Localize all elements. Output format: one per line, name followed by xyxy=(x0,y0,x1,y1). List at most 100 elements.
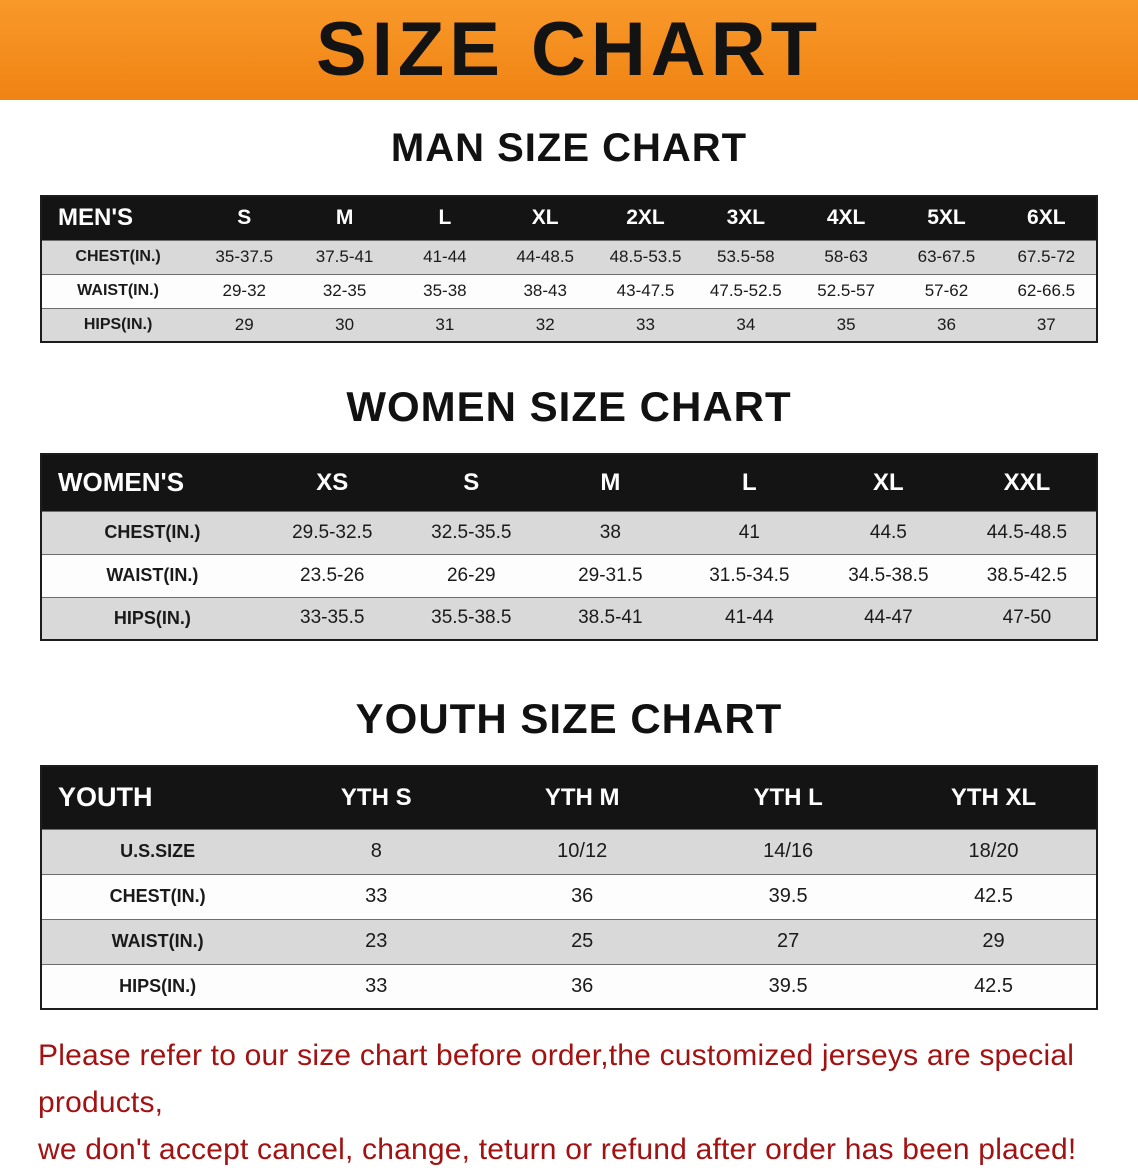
column-header: S xyxy=(401,454,541,511)
table-cell: 34 xyxy=(695,307,796,342)
table-cell: 38.5-41 xyxy=(540,596,680,640)
table-cell: 36 xyxy=(479,873,686,919)
women-size-table: WOMEN'S XS S M L XL XXL CHEST(IN.) 29.5-32.5 32.5… xyxy=(40,453,1098,641)
table-cell: 57-62 xyxy=(896,273,997,308)
section-women: WOMEN SIZE CHART WOMEN'S XS S M L XL XXL CHEST(… xyxy=(0,383,1138,641)
table-cell: 33 xyxy=(273,873,480,919)
table-cell: 18/20 xyxy=(891,828,1097,874)
row-label: WAIST(IN.) xyxy=(41,918,274,964)
table-row: HIPS(IN.) 29 30 31 32 33 34 35 36 37 xyxy=(41,307,1097,342)
men-size-table: MEN'S S M L XL 2XL 3XL 4XL 5XL 6XL CHEST(IN.) 35-37… xyxy=(40,195,1098,343)
column-header: XS xyxy=(262,454,402,511)
table-cell: 44.5-48.5 xyxy=(957,510,1097,554)
table-cell: 67.5-72 xyxy=(996,239,1097,274)
table-cell: 47-50 xyxy=(957,596,1097,640)
table-cell: 36 xyxy=(479,963,686,1009)
youth-size-table-container: YOUTH YTH S YTH M YTH L YTH XL U.S.SIZE 8 10/12… xyxy=(40,765,1098,1010)
table-cell: 38.5-42.5 xyxy=(957,553,1097,597)
table-cell: 31.5-34.5 xyxy=(679,553,819,597)
column-header: YTH XL xyxy=(891,766,1097,829)
table-cell: 42.5 xyxy=(891,963,1097,1009)
column-header: 6XL xyxy=(996,196,1097,240)
column-header: 2XL xyxy=(595,196,696,240)
youth-table-header-label: YOUTH xyxy=(41,766,274,829)
table-cell: 26-29 xyxy=(401,553,541,597)
table-cell: 47.5-52.5 xyxy=(695,273,796,308)
table-cell: 44-48.5 xyxy=(495,239,596,274)
table-cell: 44-47 xyxy=(818,596,958,640)
table-cell: 30 xyxy=(294,307,395,342)
table-row: HIPS(IN.) 33 36 39.5 42.5 xyxy=(41,963,1097,1009)
women-size-table-container: WOMEN'S XS S M L XL XXL CHEST(IN.) 29.5-32.5 32.5… xyxy=(40,453,1098,641)
column-header: L xyxy=(679,454,819,511)
column-header: 4XL xyxy=(795,196,897,240)
table-cell: 32.5-35.5 xyxy=(401,510,541,554)
table-cell: 36 xyxy=(896,307,997,342)
table-row: WAIST(IN.) 23.5-26 26-29 29-31.5 31.5-34.5 34… xyxy=(41,553,1097,597)
youth-table-header-row: YOUTH YTH S YTH M YTH L YTH XL xyxy=(41,766,1097,829)
men-table-header-label: MEN'S xyxy=(41,196,195,240)
table-cell: 37 xyxy=(996,307,1097,342)
column-header: M xyxy=(540,454,680,511)
row-label: HIPS(IN.) xyxy=(41,596,263,640)
table-row: U.S.SIZE 8 10/12 14/16 18/20 xyxy=(41,828,1097,874)
men-section-heading: MAN SIZE CHART xyxy=(390,126,748,170)
page-title: SIZE CHART xyxy=(316,7,822,92)
row-label: CHEST(IN.) xyxy=(41,873,274,919)
table-cell: 37.5-41 xyxy=(294,239,395,274)
column-header: 3XL xyxy=(695,196,796,240)
table-row: CHEST(IN.) 29.5-32.5 32.5-35.5 38 41 44.5 44.5… xyxy=(41,510,1097,554)
row-label: WAIST(IN.) xyxy=(41,553,263,597)
table-cell: 33 xyxy=(273,963,480,1009)
table-row: CHEST(IN.) 33 36 39.5 42.5 xyxy=(41,873,1097,919)
table-cell: 23.5-26 xyxy=(262,553,402,597)
table-row: WAIST(IN.) 23 25 27 29 xyxy=(41,918,1097,964)
column-header: YTH M xyxy=(479,766,686,829)
column-header: XXL xyxy=(957,454,1097,511)
women-section-heading: WOMEN SIZE CHART xyxy=(346,383,792,430)
table-cell: 35 xyxy=(795,307,897,342)
column-header: M xyxy=(294,196,395,240)
table-cell: 29-31.5 xyxy=(540,553,680,597)
table-cell: 58-63 xyxy=(795,239,897,274)
table-cell: 53.5-58 xyxy=(695,239,796,274)
table-cell: 35.5-38.5 xyxy=(401,596,541,640)
table-row: WAIST(IN.) 29-32 32-35 35-38 38-43 43-47.5 47.… xyxy=(41,273,1097,308)
row-label: U.S.SIZE xyxy=(41,828,274,874)
table-cell: 32 xyxy=(495,307,596,342)
table-cell: 44.5 xyxy=(818,510,958,554)
table-cell: 34.5-38.5 xyxy=(818,553,958,597)
table-row: CHEST(IN.) 35-37.5 37.5-41 41-44 44-48.5 48.5… xyxy=(41,239,1097,274)
table-cell: 42.5 xyxy=(891,873,1097,919)
women-table-header-row: WOMEN'S XS S M L XL XXL xyxy=(41,454,1097,511)
column-header: XL xyxy=(495,196,596,240)
table-cell: 33-35.5 xyxy=(262,596,402,640)
table-cell: 29.5-32.5 xyxy=(262,510,402,554)
youth-section-heading: YOUTH SIZE CHART xyxy=(355,695,783,742)
table-cell: 39.5 xyxy=(685,873,892,919)
footer-note-line-2: we don't accept cancel, change, teturn o… xyxy=(38,1133,1077,1166)
men-size-table-container: MEN'S S M L XL 2XL 3XL 4XL 5XL 6XL CHEST(IN.) 35-37… xyxy=(40,195,1098,343)
table-cell: 33 xyxy=(595,307,696,342)
table-cell: 39.5 xyxy=(685,963,892,1009)
table-row: HIPS(IN.) 33-35.5 35.5-38.5 38.5-41 41-44 44-… xyxy=(41,596,1097,640)
footer-note-line-1: Please refer to our size chart before or… xyxy=(38,1039,1075,1119)
section-youth: YOUTH SIZE CHART YOUTH YTH S YTH M YTH L YTH… xyxy=(0,695,1138,1010)
column-header: 5XL xyxy=(896,196,997,240)
table-cell: 29-32 xyxy=(194,273,295,308)
row-label: HIPS(IN.) xyxy=(41,963,274,1009)
table-cell: 32-35 xyxy=(294,273,395,308)
table-cell: 27 xyxy=(685,918,892,964)
row-label: WAIST(IN.) xyxy=(41,273,195,308)
table-cell: 31 xyxy=(394,307,496,342)
column-header: YTH S xyxy=(273,766,480,829)
table-cell: 48.5-53.5 xyxy=(595,239,696,274)
women-table-header-label: WOMEN'S xyxy=(41,454,263,511)
table-cell: 35-37.5 xyxy=(194,239,295,274)
table-cell: 38-43 xyxy=(495,273,596,308)
table-cell: 23 xyxy=(273,918,480,964)
table-cell: 41 xyxy=(679,510,819,554)
table-cell: 62-66.5 xyxy=(996,273,1097,308)
column-header: L xyxy=(394,196,496,240)
